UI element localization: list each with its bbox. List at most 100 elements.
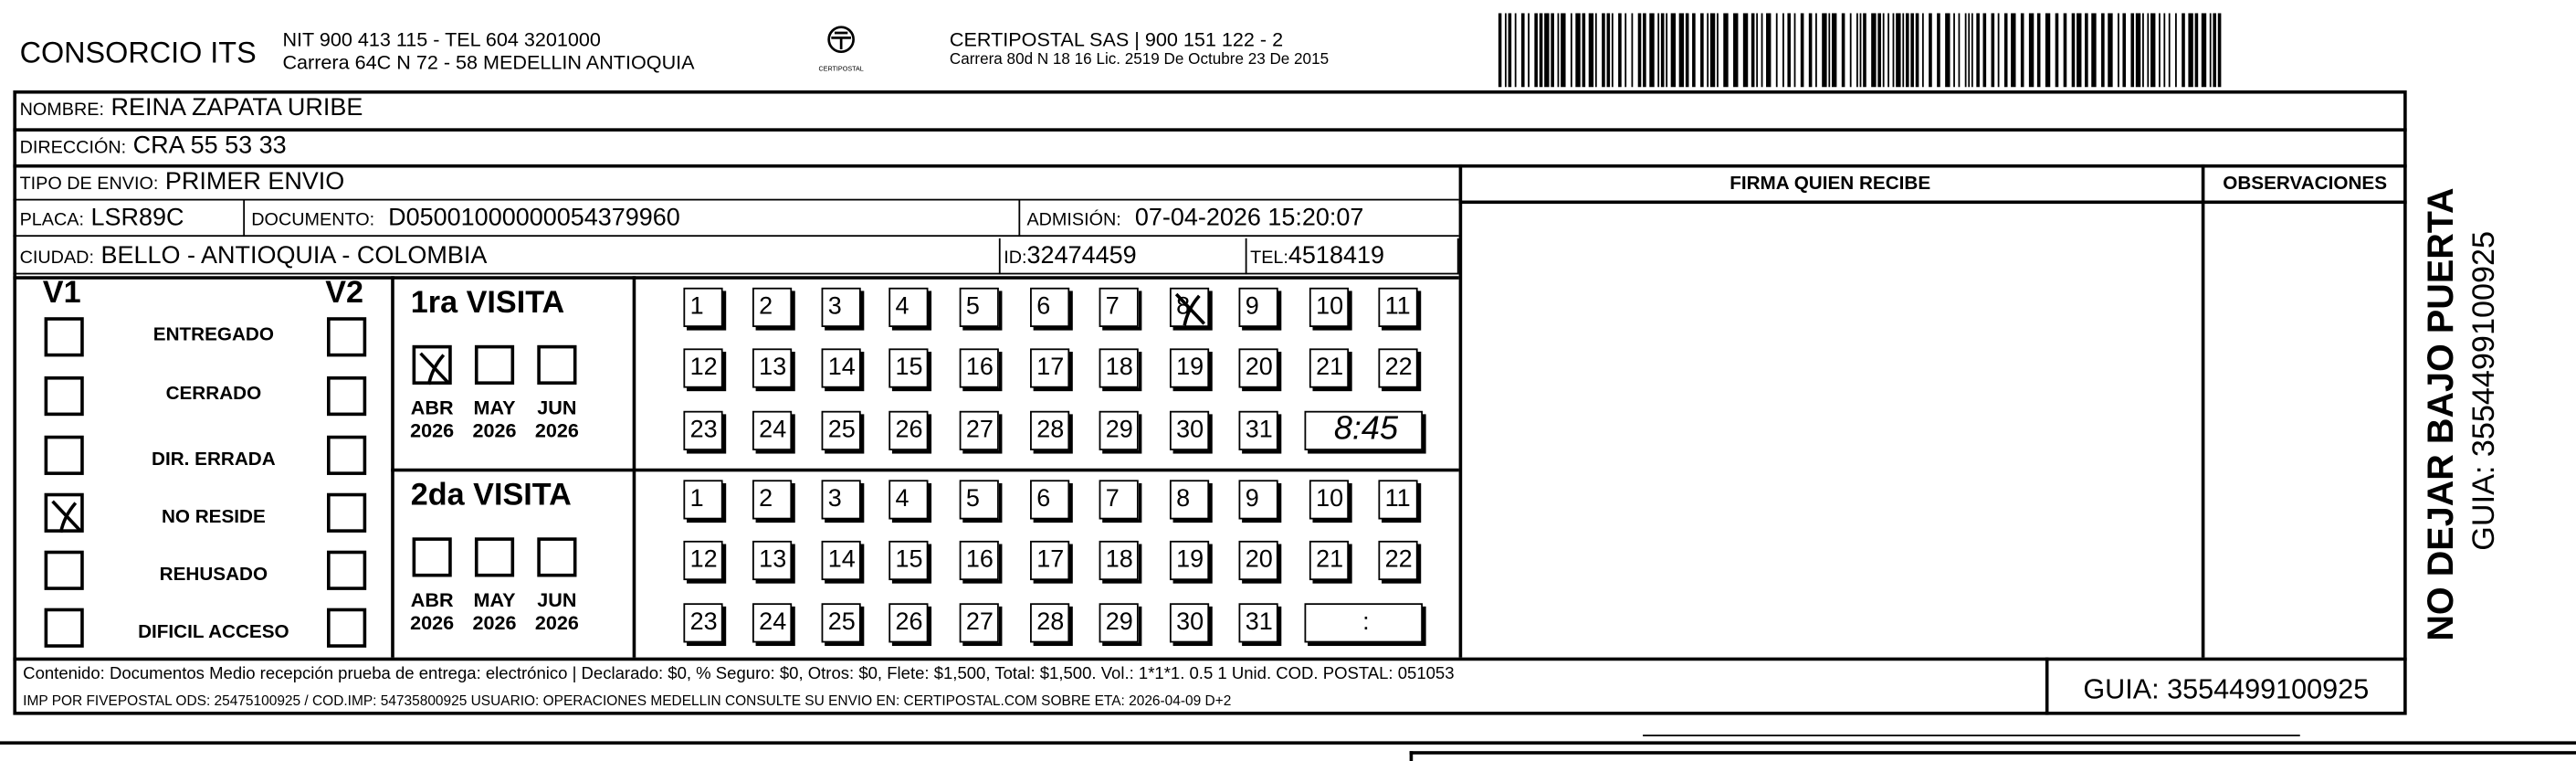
day-box[interactable]: 3 xyxy=(821,480,861,520)
day-box[interactable]: 14 xyxy=(821,540,861,581)
signature-field[interactable] xyxy=(1460,204,2200,656)
day-box[interactable]: 4 xyxy=(888,480,929,520)
day-box[interactable]: 24 xyxy=(752,410,793,450)
status-label: REHUSADO xyxy=(159,565,268,586)
v1-checkbox[interactable] xyxy=(44,317,84,357)
v1-checkbox[interactable] xyxy=(44,492,84,534)
day-box[interactable]: 8 xyxy=(1169,480,1210,520)
v1-checkbox[interactable] xyxy=(44,435,84,475)
day-box[interactable]: 1 xyxy=(683,287,723,328)
day-box[interactable]: 10 xyxy=(1309,480,1350,520)
time-field[interactable]: 8:45 xyxy=(1304,410,1424,450)
day-box[interactable]: 11 xyxy=(1378,287,1418,328)
admision-cell: ADMISIÓN: 07-04-2026 15:20:07 xyxy=(1018,200,1458,238)
day-box[interactable]: 16 xyxy=(959,540,999,581)
day-box[interactable]: 14 xyxy=(821,348,861,388)
day-box[interactable]: 19 xyxy=(1169,540,1210,581)
divider xyxy=(1458,164,1462,658)
v2-checkbox[interactable] xyxy=(327,435,367,475)
barcode-bar xyxy=(2142,13,2144,88)
day-box[interactable]: 27 xyxy=(959,603,999,643)
day-box[interactable]: 22 xyxy=(1378,540,1418,581)
day-box[interactable]: 2 xyxy=(752,287,793,328)
day-box[interactable]: 22 xyxy=(1378,348,1418,388)
v2-checkbox[interactable] xyxy=(327,375,367,417)
barcode-bar xyxy=(1902,13,1905,88)
day-box[interactable]: 21 xyxy=(1309,348,1350,388)
v2-checkbox[interactable] xyxy=(327,608,367,648)
day-box[interactable]: 21 xyxy=(1309,540,1350,581)
day-box[interactable]: 16 xyxy=(959,348,999,388)
day-box[interactable]: 6 xyxy=(1030,480,1070,520)
day-box[interactable]: 11 xyxy=(1378,480,1418,520)
day-box[interactable]: 10 xyxy=(1309,287,1350,328)
day-box[interactable]: 26 xyxy=(888,603,929,643)
day-box[interactable]: 20 xyxy=(1238,540,1278,581)
day-box[interactable]: 18 xyxy=(1099,540,1139,581)
day-box[interactable]: 30 xyxy=(1169,603,1210,643)
month-checkbox[interactable] xyxy=(412,344,452,386)
day-box[interactable]: 7 xyxy=(1099,287,1139,328)
day-box[interactable]: 29 xyxy=(1099,603,1139,643)
barcode-bar xyxy=(2217,13,2222,88)
day-box[interactable]: 29 xyxy=(1099,410,1139,450)
day-box[interactable]: 9 xyxy=(1238,287,1278,328)
day-box[interactable]: 6 xyxy=(1030,287,1070,328)
day-box[interactable]: 26 xyxy=(888,410,929,450)
day-box[interactable]: 3 xyxy=(821,287,861,328)
imp-text: IMP POR FIVEPOSTAL ODS: 25475100925 / CO… xyxy=(23,692,1232,709)
barcode-bar xyxy=(1709,13,1716,88)
placa-value: LSR89C xyxy=(90,204,184,232)
day-box[interactable]: 9 xyxy=(1238,480,1278,520)
day-box[interactable]: 28 xyxy=(1030,410,1070,450)
day-box[interactable]: 31 xyxy=(1238,603,1278,643)
v2-checkbox[interactable] xyxy=(327,550,367,590)
day-box[interactable]: 15 xyxy=(888,540,929,581)
month-checkbox[interactable] xyxy=(537,344,577,385)
day-box[interactable]: 2 xyxy=(752,480,793,520)
day-box[interactable]: 30 xyxy=(1169,410,1210,450)
day-number: 30 xyxy=(1176,608,1204,637)
v2-checkbox[interactable] xyxy=(327,317,367,357)
month-checkbox[interactable] xyxy=(412,537,452,577)
month-checkbox[interactable] xyxy=(474,537,515,577)
day-box[interactable]: 17 xyxy=(1030,540,1070,581)
day-number: 26 xyxy=(895,608,923,637)
day-box[interactable]: 8 xyxy=(1169,287,1210,328)
day-box[interactable]: 5 xyxy=(959,480,999,520)
v1-checkbox[interactable] xyxy=(44,375,84,417)
day-box[interactable]: 7 xyxy=(1099,480,1139,520)
day-box[interactable]: 23 xyxy=(683,603,723,643)
day-box[interactable]: 12 xyxy=(683,348,723,388)
time-field[interactable]: : xyxy=(1304,603,1424,643)
day-box[interactable]: 27 xyxy=(959,410,999,450)
observaciones-field[interactable] xyxy=(2204,204,2404,656)
barcode-bar xyxy=(1976,13,1980,88)
v1-checkbox[interactable] xyxy=(44,608,84,648)
day-box[interactable]: 17 xyxy=(1030,348,1070,388)
day-box[interactable]: 28 xyxy=(1030,603,1070,643)
day-box[interactable]: 4 xyxy=(888,287,929,328)
day-box[interactable]: 25 xyxy=(821,410,861,450)
day-box[interactable]: 15 xyxy=(888,348,929,388)
day-box[interactable]: 1 xyxy=(683,480,723,520)
barcode-bar xyxy=(1937,13,1940,88)
day-box[interactable]: 19 xyxy=(1169,348,1210,388)
month-checkbox[interactable] xyxy=(474,344,515,385)
day-number: 12 xyxy=(689,353,718,382)
v2-checkbox[interactable] xyxy=(327,492,367,533)
day-number: 7 xyxy=(1105,484,1120,513)
day-box[interactable]: 20 xyxy=(1238,348,1278,388)
month-checkbox[interactable] xyxy=(537,537,577,577)
day-box[interactable]: 31 xyxy=(1238,410,1278,450)
day-box[interactable]: 24 xyxy=(752,603,793,643)
day-number: 21 xyxy=(1316,353,1344,382)
day-box[interactable]: 13 xyxy=(752,540,793,581)
day-box[interactable]: 5 xyxy=(959,287,999,328)
day-box[interactable]: 25 xyxy=(821,603,861,643)
v1-checkbox[interactable] xyxy=(44,550,84,590)
day-box[interactable]: 13 xyxy=(752,348,793,388)
day-box[interactable]: 23 xyxy=(683,410,723,450)
day-box[interactable]: 18 xyxy=(1099,348,1139,388)
day-box[interactable]: 12 xyxy=(683,540,723,581)
